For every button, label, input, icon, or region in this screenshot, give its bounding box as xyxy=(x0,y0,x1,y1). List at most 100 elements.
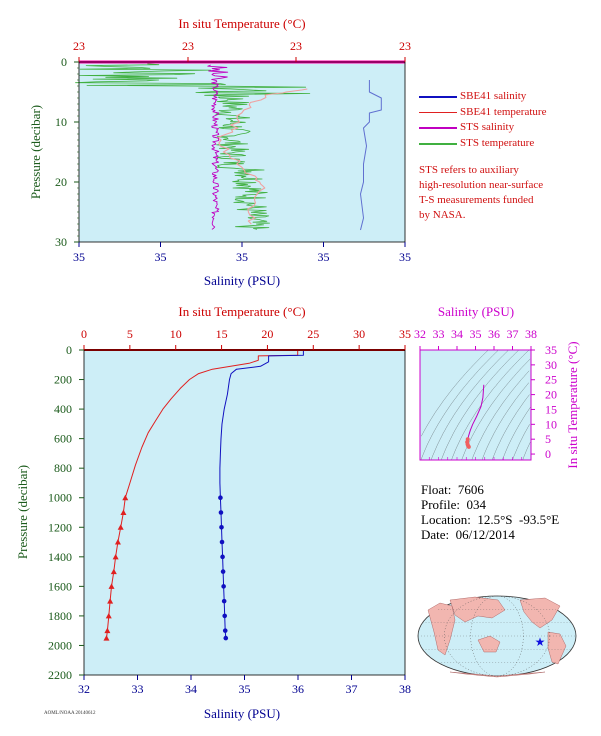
top-pressure-tick-label: 30 xyxy=(55,235,67,249)
ts-temp-tick-label: 0 xyxy=(545,447,551,461)
density-contour xyxy=(502,406,532,461)
temperature-marker xyxy=(108,583,115,589)
density-contour xyxy=(441,349,519,461)
main-pressure-tick-label: 200 xyxy=(54,373,72,387)
main-temp-tick-label: 30 xyxy=(353,327,365,341)
sts-temperature-line xyxy=(75,63,311,230)
main-sal-tick-label: 32 xyxy=(78,682,90,696)
main-sal-tick-label: 37 xyxy=(346,682,358,696)
main-pressure-tick-label: 2000 xyxy=(48,638,72,652)
density-contour xyxy=(421,349,489,437)
ts-point xyxy=(466,444,471,449)
main-pressure-tick-label: 1200 xyxy=(48,520,72,534)
temperature-marker xyxy=(110,568,117,575)
ts-sal-tick-label: 35 xyxy=(470,327,482,341)
temperature-marker xyxy=(114,539,121,545)
profile-value: 034 xyxy=(466,497,487,512)
main-sal-axis-title: Salinity (PSU) xyxy=(204,706,280,721)
map-land-south-america xyxy=(547,631,567,665)
ts-temp-tick-label: 5 xyxy=(545,432,551,446)
main-temp-tick-label: 20 xyxy=(261,327,273,341)
main-pressure-tick-label: 1400 xyxy=(48,550,72,564)
salinity-marker xyxy=(218,495,223,501)
temperature-marker xyxy=(105,612,112,619)
ts-plot-area xyxy=(420,350,531,460)
sbe41-temperature-profile xyxy=(103,350,299,641)
ts-sal-tick-label: 36 xyxy=(488,327,500,341)
location-row: Location: 12.5°S -93.5°E xyxy=(421,512,559,527)
top-temp-tick-label: 23 xyxy=(399,39,411,53)
density-contour xyxy=(420,349,499,461)
profile-row: Profile: 034 xyxy=(421,497,559,512)
map-land-asia xyxy=(449,596,506,623)
sts-temperature-path xyxy=(75,63,311,230)
salinity-marker xyxy=(222,613,228,619)
main-temp-tick-label: 15 xyxy=(216,327,228,341)
main-sal-tick-label: 34 xyxy=(185,682,197,696)
salinity-marker xyxy=(220,554,225,560)
main-pressure-tick-label: 400 xyxy=(54,402,72,416)
main-pressure-tick-label: 2200 xyxy=(48,668,72,682)
ts-sal-tick-label: 38 xyxy=(525,327,537,341)
profile-label: Profile: xyxy=(421,497,460,512)
temperature-marker xyxy=(120,509,127,515)
note-line: by NASA. xyxy=(419,209,466,221)
main-chart: 0 5 10 15 20 25 30 35 32 33 34 35 36 37 38 0 200 400 600 80… xyxy=(15,304,411,721)
top-pressure-tick-label: 0 xyxy=(61,55,67,69)
density-contour xyxy=(430,349,509,461)
map-land-australia xyxy=(477,635,501,653)
location-value: 12.5°S -93.5°E xyxy=(477,512,560,527)
legend-swatch xyxy=(419,127,457,129)
date-value: 06/12/2014 xyxy=(455,527,515,542)
ts-temp-tick-label: 30 xyxy=(545,358,557,372)
legend-label: SBE41 temperature xyxy=(460,105,547,118)
salinity-marker xyxy=(219,524,224,530)
sbe41-salinity-path xyxy=(360,80,382,231)
density-contour xyxy=(491,394,530,461)
legend-label: STS temperature xyxy=(460,137,535,150)
float-info: Float: 7606 Profile: 034 Location: 12.5°… xyxy=(421,482,559,542)
main-pressure-tick-label: 600 xyxy=(54,432,72,446)
main-temp-tick-label: 5 xyxy=(127,327,133,341)
legend-swatch xyxy=(419,111,457,114)
salinity-marker xyxy=(223,635,229,641)
temperature-marker xyxy=(112,553,119,560)
top-temp-axis-title: In situ Temperature (°C) xyxy=(178,16,305,31)
sts-salinity-line xyxy=(207,64,229,230)
top-axes: 23 23 23 23 35 35 35 35 35 0 10 20 30 xyxy=(55,39,411,264)
ts-sal-tick-label: 33 xyxy=(433,327,445,341)
float-value: 7606 xyxy=(457,482,484,497)
ts-sal-tick-label: 32 xyxy=(414,327,426,341)
main-pressure-tick-label: 800 xyxy=(54,461,72,475)
main-pressure-axis-title: Pressure (decibar) xyxy=(15,465,30,559)
main-temp-tick-label: 25 xyxy=(307,327,319,341)
date-label: Date: xyxy=(421,527,450,542)
ts-temp-tick-label: 25 xyxy=(545,373,557,387)
map-land-africa-europe xyxy=(427,602,456,656)
legend-swatch xyxy=(419,143,457,145)
top-sal-tick-label: 35 xyxy=(155,250,167,264)
top-pressure-tick-label: 20 xyxy=(55,175,67,189)
main-sal-tick-label: 33 xyxy=(132,682,144,696)
main-sal-tick-label: 36 xyxy=(292,682,304,696)
note-line: T-S measurements funded xyxy=(419,194,534,206)
ts-temp-tick-label: 20 xyxy=(545,388,557,402)
ts-temp-tick-label: 35 xyxy=(545,343,557,357)
main-axes: 0 5 10 15 20 25 30 35 32 33 34 35 36 37 38 0 200 400 600 80… xyxy=(48,327,411,696)
salinity-marker xyxy=(219,539,225,545)
float-location-map: ★ xyxy=(417,595,577,678)
salinity-marker xyxy=(220,569,226,574)
main-pressure-tick-label: 1000 xyxy=(48,491,72,505)
density-contour xyxy=(481,382,529,461)
top-temp-tick-label: 23 xyxy=(290,39,302,53)
float-label: Float: xyxy=(421,482,452,497)
sbe41-temperature-path xyxy=(217,88,308,225)
salinity-marker xyxy=(218,510,224,515)
density-contour xyxy=(471,370,530,461)
date-row: Date: 06/12/2014 xyxy=(421,527,559,542)
top-sal-tick-label: 35 xyxy=(73,250,85,264)
float-row: Float: 7606 xyxy=(421,482,559,497)
density-contour xyxy=(512,424,530,461)
